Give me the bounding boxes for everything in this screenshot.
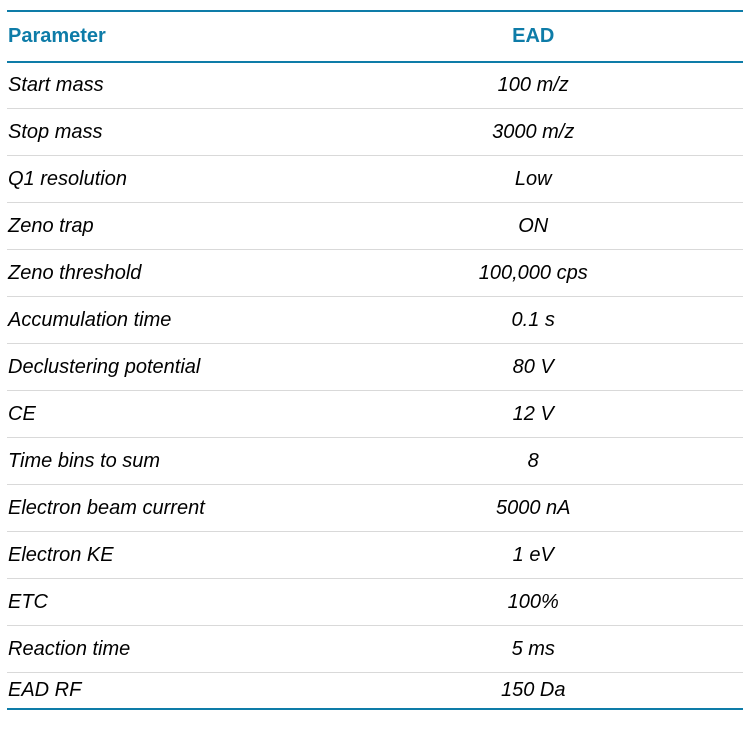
table-row: Declustering potential 80 V: [7, 343, 743, 391]
param-cell: Time bins to sum: [7, 437, 324, 485]
table-row: Time bins to sum 8: [7, 437, 743, 485]
table-row: ETC 100%: [7, 578, 743, 626]
table-body: Start mass 100 m/z Stop mass 3000 m/z Q1…: [7, 61, 743, 710]
param-cell: Start mass: [7, 61, 324, 109]
table-row: Start mass 100 m/z: [7, 61, 743, 109]
value-cell: 80 V: [323, 343, 743, 391]
param-cell: Declustering potential: [7, 343, 324, 391]
param-cell: CE: [7, 390, 324, 438]
table-row: Accumulation time 0.1 s: [7, 296, 743, 344]
table-row: Zeno threshold 100,000 cps: [7, 249, 743, 297]
value-cell: 5 ms: [323, 625, 743, 673]
param-cell: Electron KE: [7, 531, 324, 579]
param-cell: Electron beam current: [7, 484, 324, 532]
param-cell: Zeno trap: [7, 202, 324, 250]
param-cell: Stop mass: [7, 108, 324, 156]
table-row: Reaction time 5 ms: [7, 625, 743, 673]
value-cell: 0.1 s: [323, 296, 743, 344]
value-cell: 1 eV: [323, 531, 743, 579]
param-cell: Reaction time: [7, 625, 324, 673]
value-cell: 8: [323, 437, 743, 485]
table-row: Q1 resolution Low: [7, 155, 743, 203]
value-cell: 5000 nA: [323, 484, 743, 532]
value-cell: 100%: [323, 578, 743, 626]
table-row: Electron beam current 5000 nA: [7, 484, 743, 532]
param-cell: Accumulation time: [7, 296, 324, 344]
column-header-parameter: Parameter: [7, 11, 324, 63]
value-cell: 100,000 cps: [323, 249, 743, 297]
value-cell: 100 m/z: [323, 61, 743, 109]
value-cell: 150 Da: [323, 672, 743, 710]
table-row: Electron KE 1 eV: [7, 531, 743, 579]
table-row: Stop mass 3000 m/z: [7, 108, 743, 156]
param-cell: ETC: [7, 578, 324, 626]
value-cell: Low: [323, 155, 743, 203]
param-cell: EAD RF: [7, 672, 324, 710]
column-header-ead: EAD: [323, 11, 743, 63]
value-cell: ON: [323, 202, 743, 250]
parameter-table-container: Parameter EAD Start mass 100 m/z Stop ma…: [7, 10, 743, 710]
table-header: Parameter EAD: [7, 11, 743, 63]
value-cell: 3000 m/z: [323, 108, 743, 156]
table-row: Zeno trap ON: [7, 202, 743, 250]
ead-parameter-table: Parameter EAD Start mass 100 m/z Stop ma…: [7, 10, 743, 710]
table-row: CE 12 V: [7, 390, 743, 438]
param-cell: Zeno threshold: [7, 249, 324, 297]
value-cell: 12 V: [323, 390, 743, 438]
table-row: EAD RF 150 Da: [7, 672, 743, 710]
param-cell: Q1 resolution: [7, 155, 324, 203]
header-row: Parameter EAD: [7, 11, 743, 63]
